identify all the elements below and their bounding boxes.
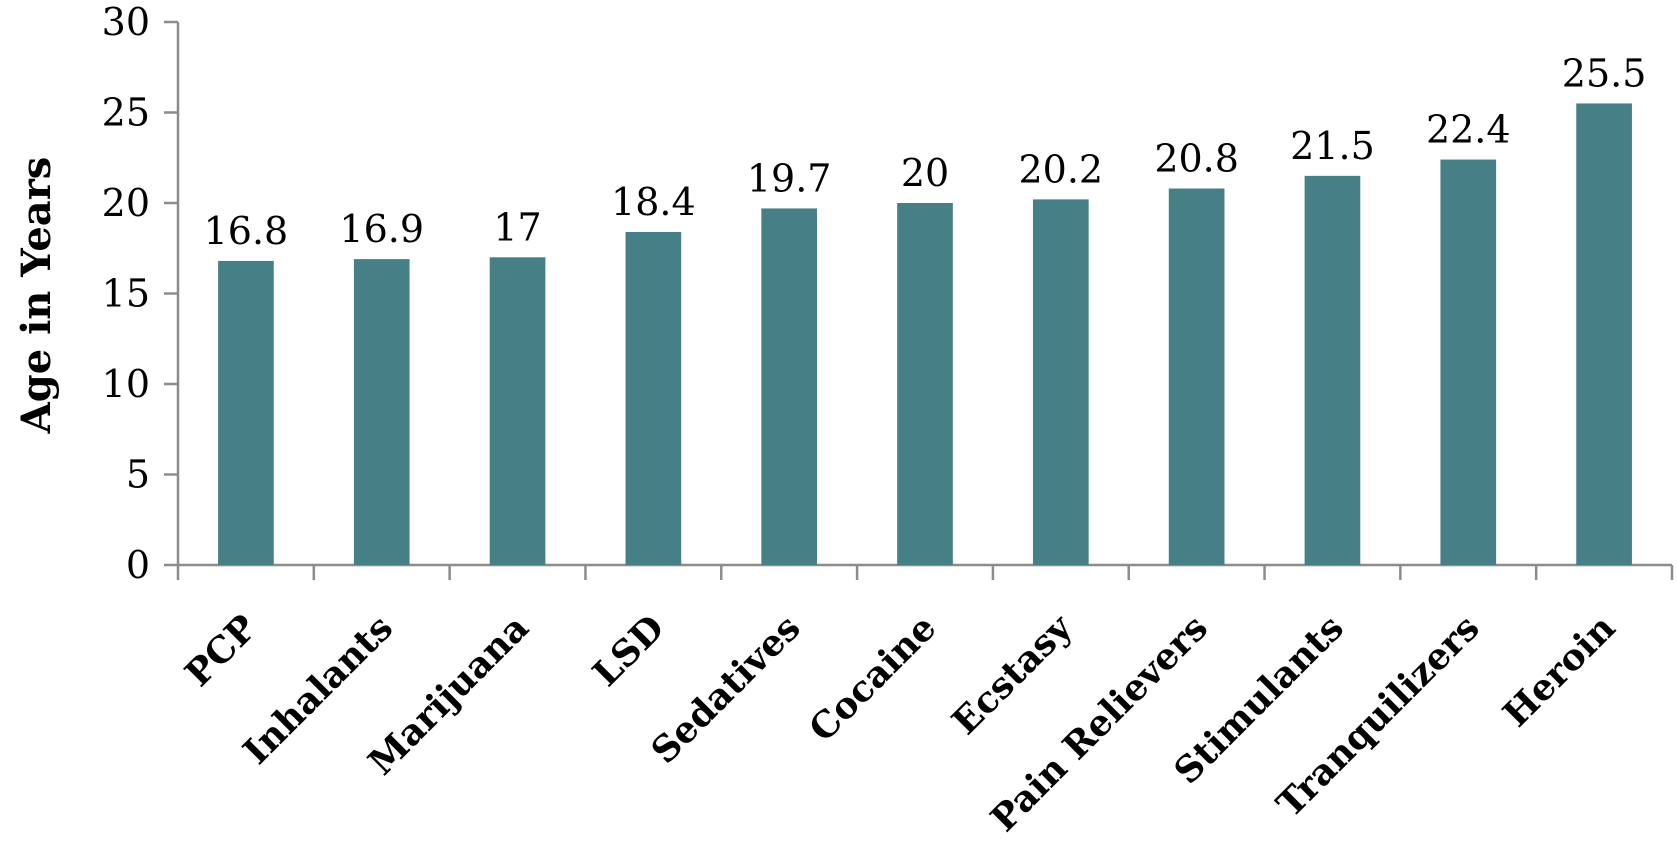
category-label: LSD <box>585 607 673 695</box>
data-label: 21.5 <box>1290 124 1375 168</box>
bar <box>1168 188 1225 565</box>
data-label: 22.4 <box>1426 108 1511 152</box>
y-tick-label: 15 <box>102 272 150 316</box>
category-label: Sedatives <box>643 607 808 772</box>
data-label: 18.4 <box>611 180 696 224</box>
category-label: Heroin <box>1495 607 1624 736</box>
category-label: Cocaine <box>801 607 944 750</box>
y-tick-label: 5 <box>126 453 150 497</box>
data-label: 19.7 <box>747 156 832 200</box>
bar <box>353 259 410 565</box>
x-axis <box>176 563 1674 580</box>
bar <box>1440 159 1497 565</box>
y-tick-label: 25 <box>102 91 150 135</box>
y-tick-label: 20 <box>102 181 150 225</box>
bar <box>625 231 682 565</box>
bar <box>1576 103 1632 565</box>
y-tick-label: 10 <box>102 362 150 406</box>
bar <box>218 260 274 565</box>
data-label: 16.9 <box>339 207 424 251</box>
bars <box>218 103 1632 565</box>
bar <box>897 203 953 565</box>
data-label: 17 <box>493 205 541 249</box>
bar <box>489 257 546 565</box>
data-label: 20.8 <box>1154 137 1239 181</box>
data-labels: 16.8 16.9 17 18.4 19.7 20 20.2 20.8 21.5 22.4 25.5 <box>204 51 1647 252</box>
data-label: 25.5 <box>1562 51 1647 95</box>
bar <box>761 208 818 565</box>
data-label: 16.8 <box>204 209 289 253</box>
y-axis: 0 5 10 15 20 25 30 <box>102 0 180 587</box>
data-label: 20 <box>901 151 949 195</box>
y-tick-label: 30 <box>102 0 150 44</box>
data-label: 20.2 <box>1019 147 1104 191</box>
bar <box>1032 199 1089 565</box>
category-label: Ecstasy <box>944 606 1081 743</box>
bar <box>1304 175 1361 565</box>
y-axis-title: Age in Years <box>13 157 60 435</box>
y-tick-label: 0 <box>126 543 150 587</box>
category-label: PCP <box>177 607 265 695</box>
